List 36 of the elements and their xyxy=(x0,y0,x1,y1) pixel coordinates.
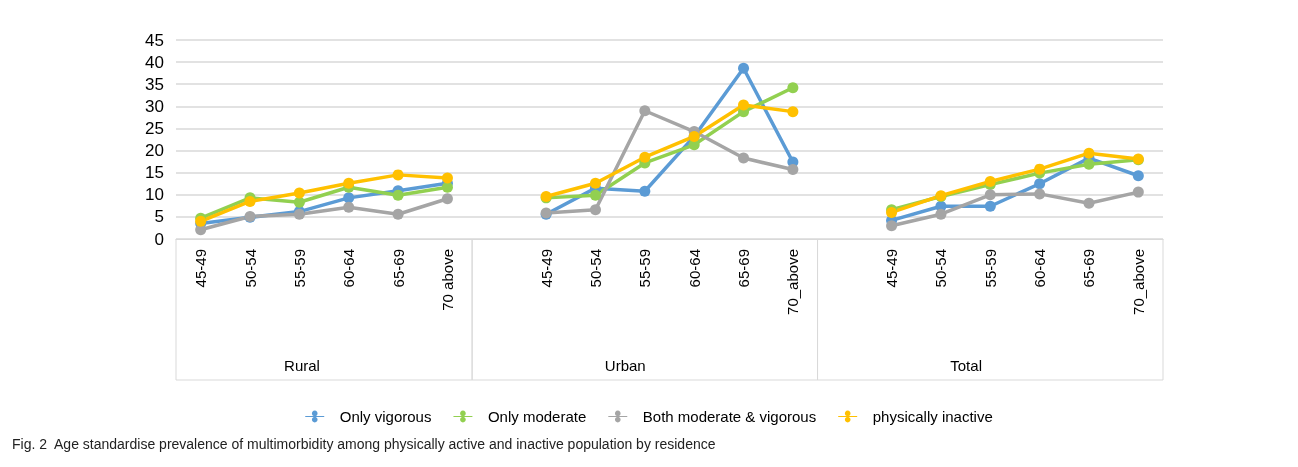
caption: Fig. 2 Age standardise prevalence of multimorbidity among physically active and inactive population by residence xyxy=(12,436,716,452)
x-tick-label: 65-69 xyxy=(1080,249,1098,288)
y-tick-label: 25 xyxy=(145,118,164,138)
text: Total xyxy=(950,357,982,374)
y-tick-label: 40 xyxy=(145,52,164,72)
x-tick-label: 45-49 xyxy=(883,249,901,288)
y-tick-label: 45 xyxy=(145,30,164,50)
text: Urban xyxy=(604,357,646,374)
legend-label: Only moderate xyxy=(487,408,587,425)
x-tick-label: 45-49 xyxy=(537,249,555,288)
x-tick-label: 50-54 xyxy=(932,249,950,288)
legend-label: physically inactive xyxy=(872,408,993,425)
x-tick-label: 55-59 xyxy=(636,249,654,288)
x-tick-label: 50-54 xyxy=(586,249,604,288)
y-tick-label: 15 xyxy=(145,163,164,183)
x-tick-label: 70_above xyxy=(1129,249,1147,315)
x-tick-label: 70 above xyxy=(438,249,456,311)
text: Rural xyxy=(284,357,320,374)
y-tick-label: 35 xyxy=(145,74,164,94)
x-tick-label: 60-64 xyxy=(340,249,358,288)
x-tick-label: 55-59 xyxy=(981,249,999,288)
x-tick-label: 45-49 xyxy=(192,249,210,288)
x-tick-label: 65-69 xyxy=(735,249,753,288)
x-tick-label: 65-69 xyxy=(389,249,407,288)
y-tick-label: 10 xyxy=(145,185,164,205)
legend-label: Both moderate & vigorous xyxy=(642,408,817,425)
x-tick-label: 70_above xyxy=(784,249,802,315)
y-tick-label: 5 xyxy=(154,207,164,227)
y-tick-label: 30 xyxy=(145,96,164,116)
x-tick-label: 55-59 xyxy=(290,249,308,288)
legend-label: Only vigorous xyxy=(339,408,432,425)
x-tick-label: 50-54 xyxy=(241,249,259,288)
x-tick-label: 60-64 xyxy=(1031,249,1049,288)
y-tick-label: 0 xyxy=(154,229,164,249)
y-tick-label: 20 xyxy=(145,141,164,161)
x-tick-label: 60-64 xyxy=(685,249,703,288)
